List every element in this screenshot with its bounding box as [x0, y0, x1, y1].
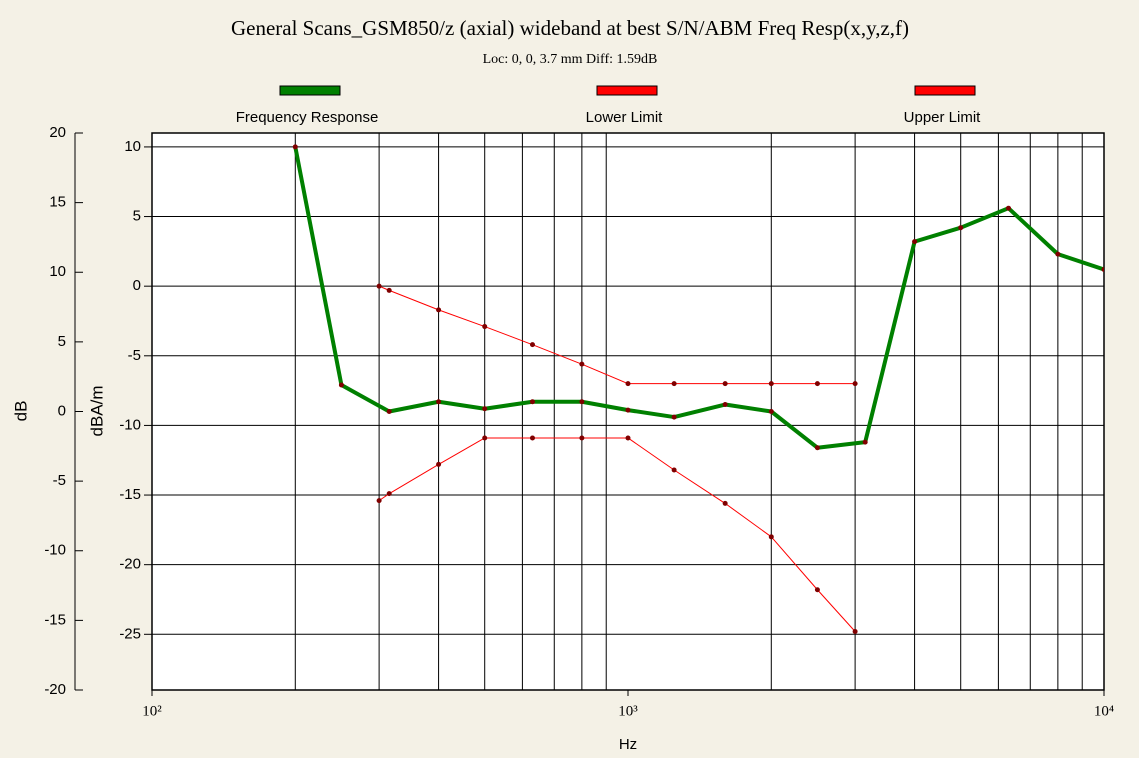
data-point: [671, 467, 677, 473]
data-point: [852, 629, 858, 635]
y-tick-label: 5: [133, 208, 141, 225]
data-point: [482, 435, 488, 441]
y2-tick-label: -5: [53, 472, 66, 489]
legend-label: Lower Limit: [586, 109, 664, 126]
data-point: [671, 414, 677, 420]
data-point: [768, 381, 774, 387]
x-axis-label: Hz: [619, 736, 637, 753]
data-point: [338, 382, 344, 388]
data-point: [376, 498, 382, 504]
data-point: [436, 399, 442, 405]
data-point: [529, 399, 535, 405]
data-point: [386, 287, 392, 293]
plot-border: [151, 132, 1105, 691]
data-point: [768, 409, 774, 414]
y2-tick-label: 10: [49, 263, 66, 280]
data-point: [436, 461, 442, 467]
data-point: [292, 144, 298, 150]
chart-title: General Scans_GSM850/z (axial) wideband …: [231, 16, 909, 40]
y-axis-label: dBA/m: [87, 385, 106, 436]
y2-axis-label: dB: [11, 401, 30, 422]
data-point: [722, 402, 728, 408]
data-point: [376, 283, 382, 289]
y2-tick-label: -10: [44, 542, 66, 559]
y-tick-label: -25: [119, 625, 141, 642]
data-point: [671, 381, 677, 387]
legend-swatch: [596, 85, 658, 96]
data-point: [436, 307, 442, 313]
data-point: [814, 587, 820, 593]
data-point: [1101, 266, 1104, 272]
data-point: [625, 407, 631, 413]
y2-tick-label: -15: [44, 611, 66, 628]
data-point: [1055, 251, 1061, 257]
y2-tick-label: 0: [58, 402, 66, 419]
y-tick-label: -5: [128, 347, 141, 364]
x-tick-label: 10²: [142, 703, 162, 719]
data-point: [386, 409, 392, 414]
data-point: [1005, 205, 1011, 211]
data-point: [625, 381, 631, 387]
legend-label: Frequency Response: [236, 109, 379, 126]
data-point: [579, 361, 585, 367]
legend-label: Upper Limit: [904, 109, 982, 126]
y2-tick-label: 20: [49, 124, 66, 141]
data-point: [529, 435, 535, 441]
data-point: [482, 406, 488, 412]
data-point: [625, 435, 631, 441]
series-line: [378, 437, 856, 632]
data-point: [862, 439, 868, 445]
data-point: [386, 491, 392, 497]
data-point: [912, 239, 918, 245]
data-point: [768, 534, 774, 540]
series-line: [293, 146, 1104, 450]
y-tick-label: -20: [119, 556, 141, 573]
legend-swatch: [279, 85, 341, 96]
data-point: [852, 381, 858, 387]
y2-tick-label: 15: [49, 194, 66, 211]
data-point: [529, 342, 535, 348]
data-point: [482, 324, 488, 330]
x-tick-label: 10³: [618, 703, 638, 719]
data-point: [814, 445, 820, 451]
x-tick-label: 10⁴: [1094, 703, 1114, 719]
chart-subtitle: Loc: 0, 0, 3.7 mm Diff: 1.59dB: [483, 52, 658, 67]
data-point: [722, 500, 728, 506]
data-point: [814, 381, 820, 387]
y2-tick-label: 5: [58, 333, 66, 350]
data-point: [579, 399, 585, 405]
y-tick-label: 10: [124, 138, 141, 155]
data-point: [958, 225, 964, 231]
y-tick-label: -15: [119, 486, 141, 503]
data-point: [722, 381, 728, 387]
y2-tick-label: -20: [44, 681, 66, 698]
legend-swatch: [914, 85, 976, 96]
data-point: [579, 435, 585, 441]
series-line: [378, 285, 856, 385]
y-tick-label: 0: [133, 277, 141, 294]
y-tick-label: -10: [119, 416, 141, 433]
